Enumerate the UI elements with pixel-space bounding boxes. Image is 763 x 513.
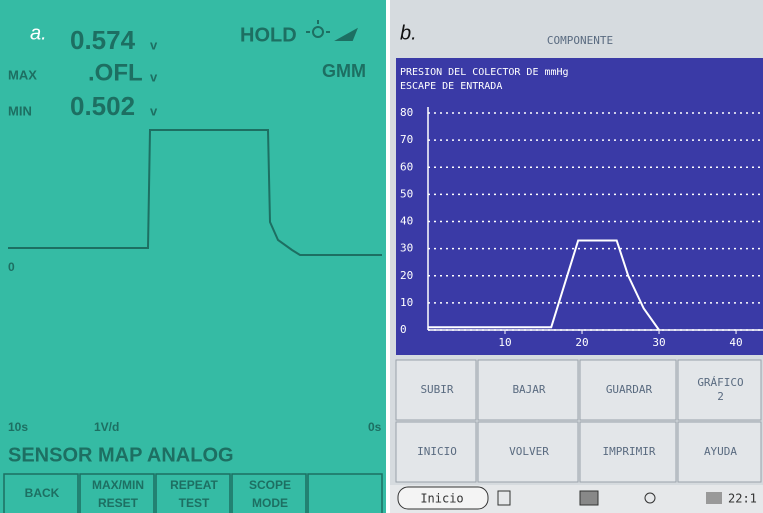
- chart-title: ESCAPE DE ENTRADA: [400, 81, 502, 92]
- clock: 22:1: [728, 492, 757, 506]
- menu-button-label: GUARDAR: [606, 383, 653, 396]
- x-tick-label: 20: [575, 336, 588, 349]
- time-left: 10s: [8, 420, 28, 434]
- time-right: 0s: [368, 420, 382, 434]
- menu-button-label: IMPRIMIR: [603, 445, 656, 458]
- menu-button-label: AYUDA: [704, 445, 737, 458]
- chart-area: [396, 58, 763, 355]
- chart-title: PRESION DEL COLECTOR DE mmHg: [400, 67, 569, 78]
- y-tick-label: 80: [400, 106, 413, 119]
- y-tick-label: 50: [400, 187, 413, 200]
- reading-label: MAX: [8, 67, 37, 82]
- reading-unit: v: [150, 37, 158, 52]
- sensor-name: SENSOR MAP ANALOG: [8, 444, 234, 466]
- y-tick-label: 70: [400, 133, 413, 146]
- menu-button-label: GRÁFICO: [697, 376, 743, 389]
- reading-unit: v: [150, 69, 158, 84]
- soft-button-label: TEST: [179, 496, 210, 510]
- soft-button-label: MAX/MIN: [92, 478, 144, 492]
- reading-value: .OFL: [88, 59, 143, 86]
- y-tick-label: 60: [400, 160, 413, 173]
- soft-button-label: BACK: [25, 486, 60, 500]
- screen-header: COMPONENTE: [547, 34, 613, 47]
- soft-button-label: RESET: [98, 496, 139, 510]
- meter-mode: GMM: [322, 61, 366, 81]
- monitor-icon[interactable]: [580, 491, 598, 505]
- reading-value: 0.502: [70, 91, 135, 121]
- soft-button-label: REPEAT: [170, 478, 218, 492]
- x-tick-label: 10: [498, 336, 511, 349]
- y-tick-label: 20: [400, 269, 413, 282]
- x-tick-label: 30: [652, 336, 665, 349]
- reading-label: MIN: [8, 103, 32, 118]
- menu-button-label: 2: [717, 390, 724, 403]
- panel-label: a.: [30, 22, 47, 44]
- zero-marker: 0: [8, 260, 15, 274]
- menu-button-label: SUBIR: [420, 383, 453, 396]
- page: a. 0.574 v MAX .OFL v MIN 0.502 v HOLD G…: [0, 0, 763, 513]
- volt-scale: 1V/d: [94, 420, 119, 434]
- soft-button-label: SCOPE: [249, 478, 291, 492]
- keyboard-icon[interactable]: [706, 492, 722, 504]
- soft-button-label: MODE: [252, 496, 288, 510]
- hold-status: HOLD: [240, 24, 297, 46]
- x-tick-label: 40: [729, 336, 742, 349]
- y-tick-label: 10: [400, 296, 413, 309]
- reading-value: 0.574: [70, 25, 136, 55]
- y-tick-label: 30: [400, 242, 413, 255]
- start-label: Inicio: [420, 492, 463, 506]
- panel-label: b.: [400, 22, 417, 44]
- reading-unit: v: [150, 103, 158, 118]
- menu-button-label: VOLVER: [509, 445, 549, 458]
- y-tick-label: 40: [400, 215, 413, 228]
- menu-button-label: INICIO: [417, 445, 457, 458]
- y-tick-label: 0: [400, 323, 407, 336]
- menu-button-label: BAJAR: [512, 383, 545, 396]
